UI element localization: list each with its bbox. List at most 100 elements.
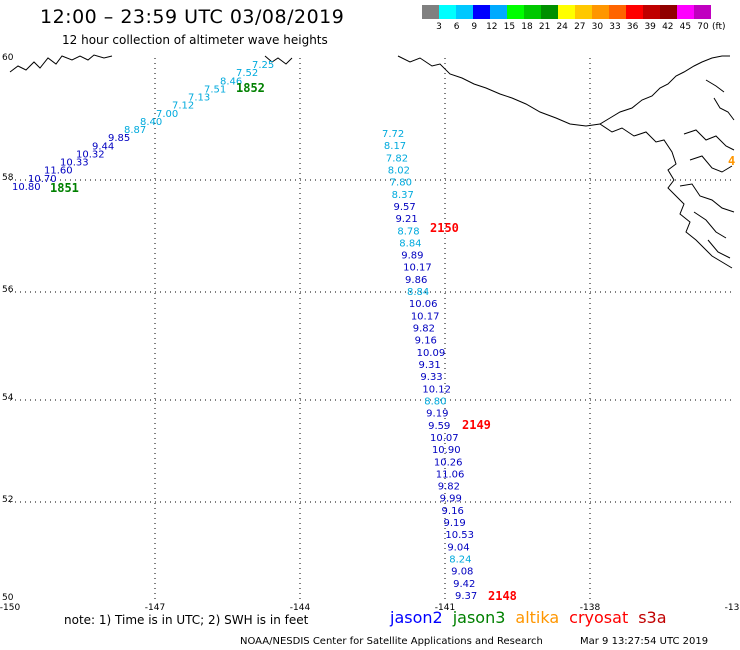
legend-label: 27 (574, 22, 586, 32)
wave-height-value: 10.70 (28, 174, 57, 185)
pass-time-label: 4 (728, 154, 735, 168)
legend-unit: (ft) (712, 22, 726, 32)
alaska-coastline (9, 54, 735, 269)
legend-swatch (558, 5, 575, 19)
wave-height-value: 10.17 (403, 263, 432, 274)
legend-swatch (592, 5, 609, 19)
coastline-southeast (599, 123, 733, 269)
legend-swatch (728, 5, 740, 19)
wave-height-value: 9.42 (453, 579, 475, 590)
legend-label: 70 (697, 22, 709, 32)
color-legend: 3 6 9 12 15 18 21 24 27 30 33 36 39 42 45 70 (ft) (422, 5, 740, 32)
legend-label: 24 (556, 22, 568, 32)
wave-height-value: 10.33 (60, 158, 89, 169)
wave-height-value: 7.52 (236, 68, 258, 79)
wave-height-value: 11.60 (44, 166, 73, 177)
wave-height-value: 8.46 (220, 76, 242, 87)
legend-labels: 3 6 9 12 15 18 21 24 27 30 33 36 39 42 45 70 (422, 22, 740, 34)
wave-height-value: 10.26 (434, 457, 463, 468)
pass-time-label: 1851 (50, 181, 79, 195)
credit-line: NOAA/NESDIS Center for Satellite Applica… (240, 636, 543, 647)
legend-swatch (677, 5, 694, 19)
latitude-tick-label: 58 (2, 173, 14, 183)
pass-time-label: 2148 (488, 589, 517, 603)
altimeter-tracks: 7.257.528.467.517.137.127.008.408.879.85… (12, 60, 477, 602)
generated-timestamp: Mar 9 13:27:54 UTC 2019 (580, 636, 709, 647)
wave-height-value: 8.40 (140, 117, 162, 128)
legend-swatch (660, 5, 677, 19)
longitude-tick-label: -13 (725, 603, 740, 613)
wave-height-value: 9.21 (395, 214, 417, 225)
coastline-west (9, 54, 113, 73)
legend-swatch (473, 5, 490, 19)
latitude-tick-label: 60 (2, 53, 14, 63)
wave-height-value: 9.08 (451, 567, 473, 578)
wave-height-value: 9.37 (455, 591, 477, 602)
longitude-tick-label: -138 (580, 603, 601, 613)
wave-height-value: 9.16 (415, 336, 437, 347)
legend-swatch (490, 5, 507, 19)
legend-swatch (575, 5, 592, 19)
wave-height-value: 8.78 (397, 226, 419, 237)
wave-height-value: 9.19 (443, 518, 465, 529)
wave-height-value: 10.90 (432, 445, 461, 456)
wave-height-value: 10.53 (445, 530, 474, 541)
wave-height-value: 9.89 (401, 251, 423, 262)
legend-swatch (422, 5, 439, 19)
wave-height-value: 10.32 (76, 149, 105, 160)
legend-label: 21 (538, 22, 551, 32)
wave-height-value: 9.44 (92, 141, 114, 152)
wave-height-value: 8.37 (392, 190, 414, 201)
pass-time-label: 2149 (462, 418, 491, 432)
wave-height-value: 9.04 (447, 542, 469, 553)
wave-height-value: 7.82 (386, 153, 408, 164)
legend-swatches (422, 5, 740, 19)
latitude-tick-label: 54 (2, 393, 14, 403)
wave-height-value: 9.82 (413, 324, 435, 335)
map-title: 12:00 – 23:59 UTC 03/08/2019 (40, 6, 345, 28)
wave-height-value: 9.19 (426, 409, 448, 420)
map-grid (10, 58, 732, 600)
legend-label: 33 (609, 22, 621, 32)
wave-height-value: 9.99 (440, 494, 462, 505)
wave-height-value: 7.13 (188, 93, 210, 104)
legend-swatch (626, 5, 643, 19)
longitude-tick-label: -144 (290, 603, 311, 613)
longitude-tick-label: -147 (145, 603, 165, 613)
satellite-name: cryosat (569, 608, 629, 627)
coastline-gulf (397, 55, 730, 127)
wave-height-value: 8.84 (399, 238, 421, 249)
legend-label: 30 (591, 22, 604, 32)
axis-tick-labels: -150 -147 -144 -141 -138 -13 60 58 56 54 52 50 (0, 53, 739, 613)
wave-height-value: 7.25 (252, 60, 274, 71)
latitude-tick-label: 50 (2, 593, 14, 603)
legend-swatch (439, 5, 456, 19)
pass-time-labels: 1852 1851 2150 2149 2148 4 (50, 81, 735, 603)
legend-swatch (541, 5, 558, 19)
legend-label: 3 (436, 22, 442, 32)
wave-height-value: 8.80 (424, 396, 446, 407)
longitude-tick-label: -141 (435, 603, 455, 613)
legend-swatch (609, 5, 626, 19)
legend-swatch (711, 5, 728, 19)
satellite-name: altika (515, 608, 560, 627)
pass-time-label: 2150 (430, 221, 459, 235)
wave-height-value: 10.17 (411, 311, 440, 322)
wave-height-value: 10.06 (409, 299, 438, 310)
satellite-name: jason2 (390, 608, 443, 627)
wave-height-value: 7.51 (204, 84, 226, 95)
legend-label: 36 (626, 22, 639, 32)
legend-swatch (643, 5, 660, 19)
longitude-tick-label: -150 (0, 603, 20, 613)
wave-height-value: 10.09 (417, 348, 446, 359)
wave-height-value: 7.80 (390, 178, 412, 189)
legend-label: 9 (471, 22, 478, 32)
wave-height-value: 7.72 (382, 129, 404, 140)
satellite-legend: jason2 jason3 altika cryosat s3a (390, 608, 677, 627)
legend-swatch (524, 5, 541, 19)
wave-height-value: 9.82 (438, 482, 460, 493)
wave-height-value: 9.86 (405, 275, 427, 286)
wave-height-value: 10.12 (422, 384, 451, 395)
wave-height-value: 8.84 (407, 287, 429, 298)
